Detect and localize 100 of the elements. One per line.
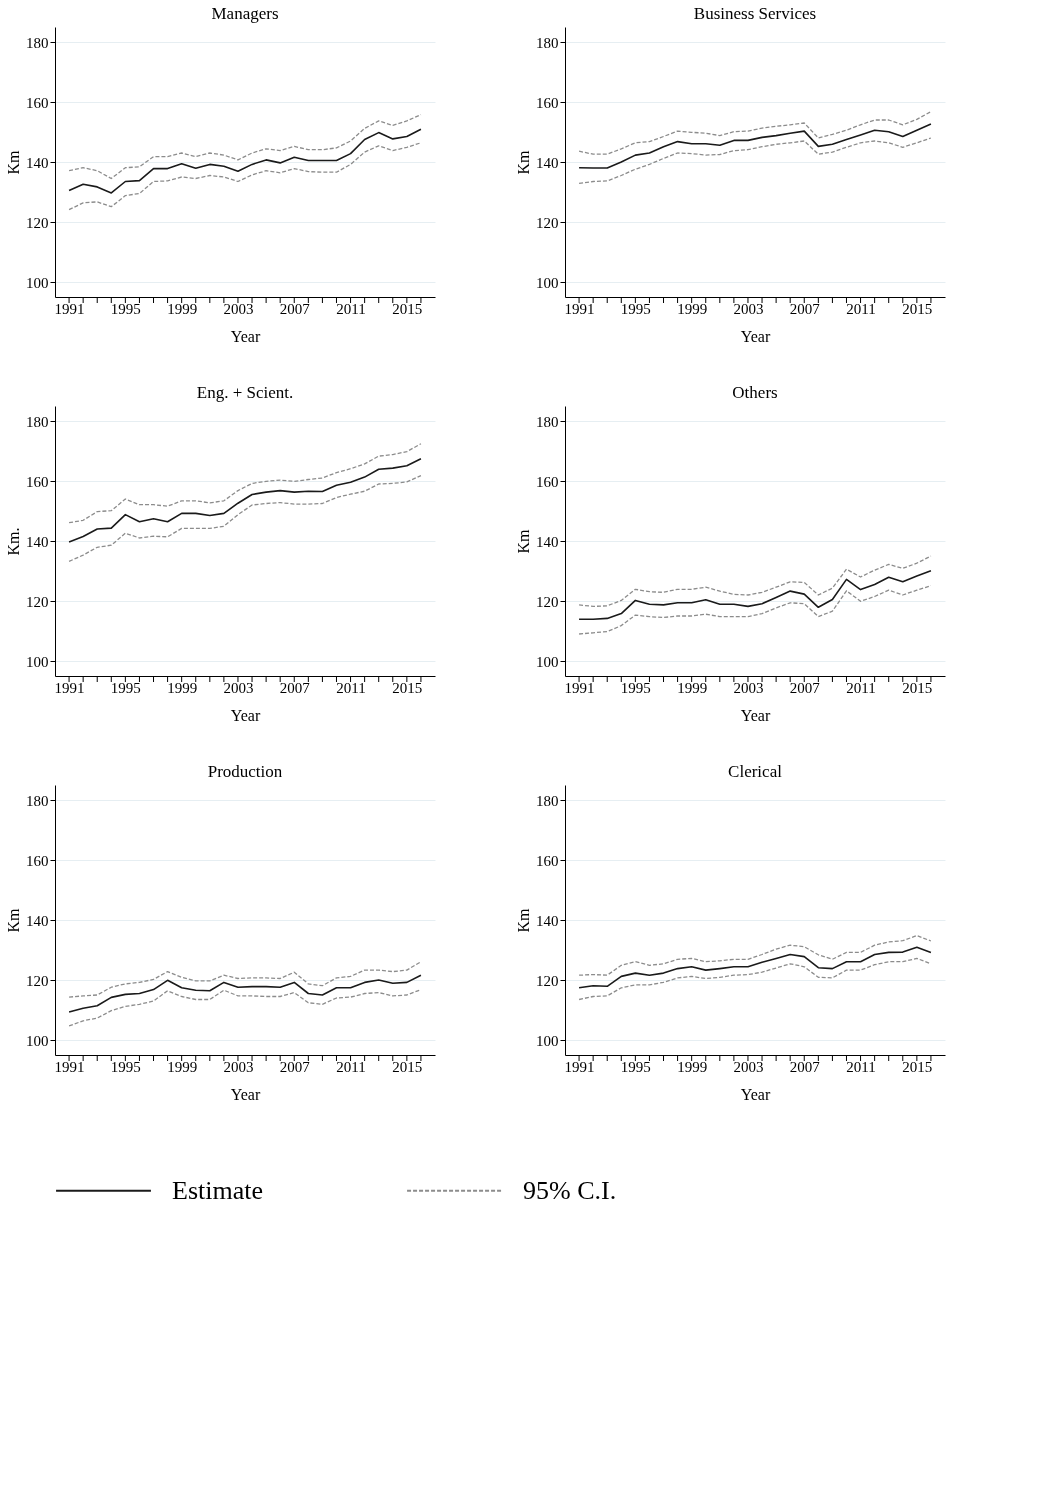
line-series — [578, 934, 932, 976]
x-axis-title: Year — [740, 706, 771, 724]
x-tick-label: 2007 — [279, 300, 311, 317]
line-series — [578, 137, 932, 184]
chart-title: Eng. + Scient. — [196, 383, 294, 402]
x-tick-label: 1995 — [110, 300, 141, 317]
line-series — [68, 988, 422, 1027]
y-tick-label: 180 — [536, 34, 559, 51]
x-tick-label: 1999 — [677, 679, 708, 696]
y-tick-label: 180 — [26, 34, 49, 51]
x-tick-label: 2015 — [392, 679, 423, 696]
chart-title: Clerical — [728, 762, 783, 781]
legend-label: Estimate — [172, 1175, 263, 1205]
y-tick-label: 160 — [26, 473, 49, 490]
x-tick-label: 2003 — [733, 679, 764, 696]
legend-label: 95% C.I. — [523, 1175, 617, 1205]
x-tick-label: 1999 — [167, 679, 198, 696]
x-tick-label: 1991 — [564, 1058, 595, 1075]
x-tick-label: 2015 — [902, 679, 933, 696]
line-series — [578, 569, 932, 621]
line-series — [68, 474, 422, 563]
x-axis-title: Year — [230, 706, 261, 724]
y-tick-label: 160 — [536, 473, 559, 490]
y-tick-label: 120 — [26, 972, 49, 989]
y-axis-title: Km — [515, 149, 532, 175]
y-tick-label: 180 — [536, 413, 559, 430]
x-tick-label: 2003 — [223, 679, 254, 696]
line-series — [578, 946, 932, 989]
y-axis-title: Km — [515, 907, 532, 933]
line-series — [578, 957, 932, 1001]
y-tick-label: 140 — [536, 533, 559, 550]
x-tick-label: 1999 — [677, 300, 708, 317]
line-series — [68, 128, 422, 194]
x-tick-label: 2007 — [789, 679, 821, 696]
y-tick-label: 160 — [536, 94, 559, 111]
x-tick-label: 2011 — [336, 679, 366, 696]
x-tick-label: 1995 — [110, 1058, 141, 1075]
y-tick-label: 180 — [536, 792, 559, 809]
x-tick-label: 2007 — [789, 300, 821, 317]
chart-title: Business Services — [693, 4, 817, 23]
y-axis-title: Km — [5, 149, 22, 175]
y-tick-label: 140 — [26, 912, 49, 929]
x-tick-label: 2015 — [392, 1058, 423, 1075]
x-tick-label: 1995 — [620, 300, 651, 317]
x-tick-label: 2007 — [279, 679, 311, 696]
chart-title: Production — [207, 762, 283, 781]
line-series — [578, 585, 932, 635]
x-tick-label: 2011 — [846, 1058, 876, 1075]
line-series — [578, 110, 932, 155]
x-tick-label: 2007 — [279, 1058, 311, 1075]
chart-title: Managers — [211, 4, 279, 23]
line-series — [68, 974, 422, 1013]
x-tick-label: 1995 — [110, 679, 141, 696]
y-tick-label: 160 — [26, 852, 49, 869]
y-tick-label: 180 — [26, 792, 49, 809]
y-tick-label: 140 — [536, 912, 559, 929]
y-tick-label: 120 — [26, 214, 49, 231]
x-tick-label: 2011 — [846, 679, 876, 696]
y-tick-label: 100 — [536, 274, 559, 291]
y-tick-label: 100 — [536, 653, 559, 670]
x-tick-label: 2011 — [846, 300, 876, 317]
y-tick-label: 100 — [26, 653, 49, 670]
y-axis-title: Km. — [5, 527, 22, 556]
x-tick-label: 1995 — [620, 1058, 651, 1075]
x-tick-label: 1991 — [564, 679, 595, 696]
line-series — [68, 443, 422, 524]
y-tick-label: 160 — [26, 94, 49, 111]
line-series — [68, 142, 422, 211]
line-series — [68, 458, 422, 543]
y-tick-label: 100 — [26, 1032, 49, 1049]
x-axis-title: Year — [740, 1085, 771, 1103]
line-series — [68, 961, 422, 998]
x-tick-label: 2007 — [789, 1058, 821, 1075]
x-axis-title: Year — [230, 327, 261, 345]
x-tick-label: 1991 — [54, 679, 85, 696]
x-tick-label: 2015 — [902, 1058, 933, 1075]
y-tick-label: 160 — [536, 852, 559, 869]
x-tick-label: 2015 — [392, 300, 423, 317]
chart-title: Others — [732, 383, 778, 402]
y-tick-label: 140 — [536, 154, 559, 171]
x-tick-label: 2015 — [902, 300, 933, 317]
x-tick-label: 2011 — [336, 1058, 366, 1075]
x-axis-title: Year — [740, 327, 771, 345]
y-axis-title: Km — [515, 528, 532, 554]
line-series — [578, 123, 932, 169]
x-tick-label: 2003 — [733, 1058, 764, 1075]
x-tick-label: 1991 — [54, 1058, 85, 1075]
y-tick-label: 100 — [26, 274, 49, 291]
x-tick-label: 1995 — [620, 679, 651, 696]
x-tick-label: 2011 — [336, 300, 366, 317]
y-tick-label: 120 — [26, 593, 49, 610]
x-tick-label: 1999 — [167, 300, 198, 317]
x-tick-label: 2003 — [733, 300, 764, 317]
y-tick-label: 180 — [26, 413, 49, 430]
line-series — [68, 113, 422, 180]
x-tick-label: 2003 — [223, 300, 254, 317]
x-tick-label: 1991 — [54, 300, 85, 317]
y-tick-label: 100 — [536, 1032, 559, 1049]
y-tick-label: 120 — [536, 972, 559, 989]
x-tick-label: 1991 — [564, 300, 595, 317]
